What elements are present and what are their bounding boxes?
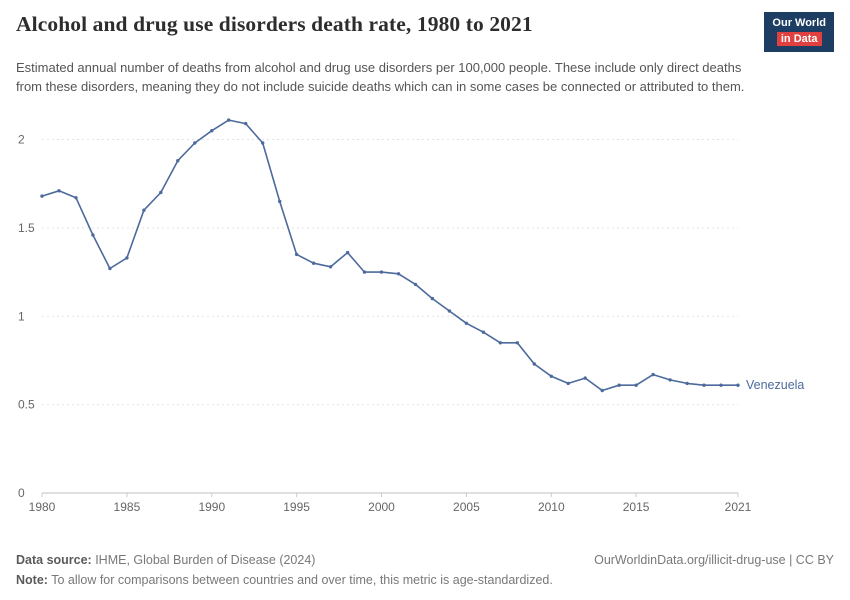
x-tick-label: 1995	[283, 500, 310, 514]
data-point[interactable]	[345, 250, 350, 255]
x-tick-label: 2021	[725, 500, 752, 514]
data-point[interactable]	[617, 383, 621, 387]
data-point[interactable]	[549, 374, 553, 378]
data-point[interactable]	[702, 383, 706, 387]
x-tick-label: 2010	[538, 500, 565, 514]
data-point[interactable]	[74, 196, 78, 200]
owid-url-link[interactable]: OurWorldinData.org/illicit-drug-use | CC…	[594, 553, 834, 568]
data-point[interactable]	[210, 128, 214, 133]
data-point[interactable]	[142, 208, 146, 212]
note-value: To allow for comparisons between countri…	[47, 572, 553, 587]
data-point[interactable]	[362, 270, 367, 274]
data-source: Data source: IHME, Global Burden of Dise…	[16, 551, 315, 570]
data-point[interactable]	[328, 265, 333, 269]
logo-text-line2: in Data	[776, 31, 822, 47]
data-point[interactable]	[719, 383, 723, 387]
data-point[interactable]	[515, 341, 519, 345]
y-tick-label: 2	[18, 132, 25, 146]
series-line	[41, 119, 738, 392]
data-point[interactable]	[379, 270, 384, 274]
x-tick-label: 2005	[453, 500, 480, 514]
x-tick-label: 2000	[368, 500, 395, 514]
data-point[interactable]	[668, 378, 672, 382]
data-point[interactable]	[600, 388, 604, 393]
chart-header: Alcohol and drug use disorders death rat…	[0, 0, 850, 97]
x-tick-label: 1980	[29, 500, 56, 514]
data-point[interactable]	[227, 118, 231, 122]
data-source-label: Data source:	[16, 553, 92, 568]
data-point[interactable]	[244, 121, 248, 126]
data-point[interactable]	[176, 158, 180, 163]
data-point[interactable]	[396, 272, 401, 276]
chart-footer: Data source: IHME, Global Burden of Dise…	[16, 551, 834, 590]
data-point[interactable]	[583, 376, 587, 380]
data-point[interactable]	[685, 381, 689, 386]
data-source-value: IHME, Global Burden of Disease (2024)	[91, 553, 316, 568]
data-point[interactable]	[91, 233, 95, 237]
data-point[interactable]	[261, 141, 265, 145]
data-point[interactable]	[294, 252, 299, 257]
data-point[interactable]	[278, 199, 282, 204]
note-label: Note:	[16, 572, 48, 587]
owid-logo[interactable]: Our World in Data	[764, 12, 834, 53]
footer-row: Data source: IHME, Global Burden of Dise…	[16, 551, 834, 570]
series-end-label[interactable]: Venezuela	[746, 378, 804, 392]
x-tick-label: 1990	[198, 500, 225, 514]
data-point[interactable]	[125, 256, 129, 260]
data-point[interactable]	[311, 261, 316, 265]
data-point[interactable]	[651, 372, 655, 377]
chart-subtitle: Estimated annual number of deaths from a…	[16, 60, 745, 95]
data-point[interactable]	[159, 190, 163, 195]
data-point[interactable]	[413, 282, 418, 287]
y-tick-label: 0	[18, 486, 25, 500]
title-row: Alcohol and drug use disorders death rat…	[16, 12, 834, 53]
data-point[interactable]	[464, 321, 469, 325]
data-point[interactable]	[57, 189, 61, 193]
data-point[interactable]	[430, 296, 435, 301]
logo-text-line1: Our World	[772, 17, 826, 29]
y-tick-label: 0.5	[18, 398, 35, 412]
data-point[interactable]	[532, 362, 536, 366]
data-point[interactable]	[634, 383, 638, 387]
x-tick-label: 1985	[114, 500, 141, 514]
x-tick-label: 2015	[623, 500, 650, 514]
page-title: Alcohol and drug use disorders death rat…	[16, 12, 533, 36]
y-tick-label: 1	[18, 309, 25, 323]
data-point[interactable]	[481, 330, 486, 334]
footer-note: Note: To allow for comparisons between c…	[16, 571, 834, 590]
y-tick-label: 1.5	[18, 221, 35, 235]
chart-area: 0 0.5 1 1.5 2 1980 1985 1990 1995 2000 2005 2010 201…	[0, 105, 850, 530]
data-point[interactable]	[736, 383, 740, 387]
data-point[interactable]	[498, 341, 502, 345]
data-point[interactable]	[566, 381, 570, 386]
data-point[interactable]	[108, 266, 112, 271]
line-chart[interactable]: 0 0.5 1 1.5 2 1980 1985 1990 1995 2000 2005 2010 201…	[16, 105, 834, 525]
data-point[interactable]	[40, 194, 44, 198]
data-point[interactable]	[193, 141, 197, 145]
data-point[interactable]	[447, 309, 452, 313]
